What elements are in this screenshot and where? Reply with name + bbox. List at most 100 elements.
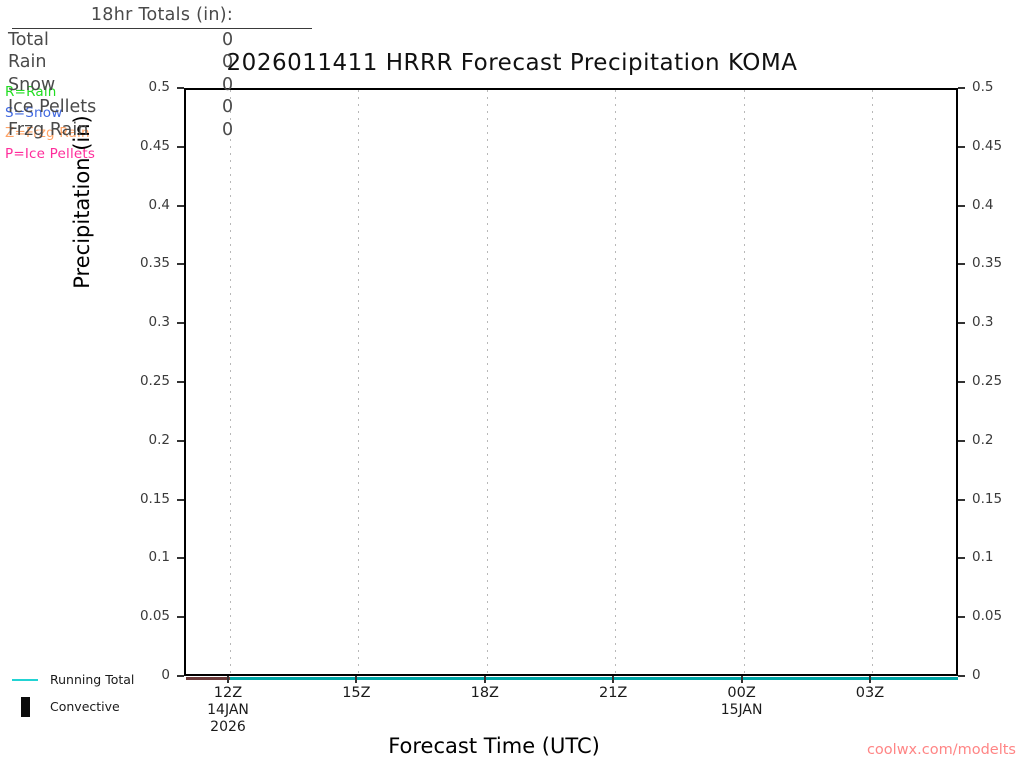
- page-title: 2026011411 HRRR Forecast Precipitation K…: [226, 50, 798, 76]
- y-axis-label-right-0.45: 0.45: [972, 137, 1003, 154]
- y-axis-tick-left-0.1: [177, 557, 184, 560]
- y-axis-tick-left-0.2: [177, 439, 184, 442]
- running-total-series: [230, 676, 958, 680]
- totals-value-ice-pellets: 0: [222, 97, 234, 118]
- y-axis-tick-right-0.45: [958, 145, 965, 148]
- y-axis-tick-right-0: [958, 675, 965, 677]
- y-axis-label-left-0.3: 0.3: [148, 314, 170, 331]
- gridline-15z: [358, 90, 360, 674]
- y-axis-label-left-0.2: 0.2: [148, 431, 170, 448]
- y-axis-label-left-0.1: 0.1: [148, 549, 170, 566]
- totals-value-rain: 0: [222, 52, 234, 73]
- chart-plot-area: [184, 88, 958, 680]
- y-axis-label-left-0: 0: [161, 667, 170, 683]
- totals-row-snow: Snow 0: [8, 74, 308, 97]
- y-axis-label-left-0.5: 0.5: [148, 79, 170, 95]
- y-axis-label-left-0.35: 0.35: [139, 255, 170, 272]
- totals-value-snow: 0: [222, 74, 234, 95]
- y-axis-label-right-0: 0: [972, 667, 981, 683]
- y-axis-tick-right-0.05: [958, 616, 965, 619]
- ptype-key-rain-label: R=Rain: [5, 84, 57, 100]
- gridline-03z: [872, 90, 873, 674]
- totals-label-snow: Snow: [8, 74, 56, 95]
- totals-label-rain: Rain: [8, 52, 47, 73]
- y-axis-label-right-0.05: 0.05: [972, 608, 1003, 625]
- x-axis-label-18z: 18Z: [425, 685, 545, 702]
- x-axis-label-time-21z: 21Z: [598, 685, 628, 701]
- y-axis-tick-right-0.3: [958, 322, 965, 325]
- x-axis-tick-18z: [483, 676, 486, 683]
- x-axis-label-time-15z: 15Z: [342, 685, 371, 701]
- x-axis-tick-03z: [869, 676, 871, 683]
- y-axis-label-right-0.25: 0.25: [972, 373, 1003, 389]
- y-axis-label-right-0.4: 0.4: [972, 196, 994, 213]
- y-axis-tick-right-0.25: [958, 381, 965, 383]
- x-axis-label-time-03z: 03Z: [855, 685, 885, 701]
- y-axis-tick-left-0.3: [177, 322, 184, 325]
- y-axis-tick-right-0.35: [958, 263, 965, 266]
- gridline-21z: [615, 90, 617, 674]
- totals-label-ice-pellets: Ice Pellets: [8, 97, 97, 118]
- y-axis-label-right-0.35: 0.35: [972, 255, 1003, 272]
- x-axis-tick-15z: [355, 676, 358, 683]
- y-axis-tick-right-0.5: [958, 87, 965, 89]
- y-axis-tick-left-0.25: [177, 381, 184, 383]
- ptype-key-frzg-rain: Z=Frzg Rain: [5, 123, 95, 144]
- ptype-key-rain: R=Rain: [5, 82, 95, 103]
- x-axis-label-21z: 21Z: [553, 685, 673, 702]
- x-axis-label-00z: 00Z 15JAN: [682, 685, 802, 719]
- convective-series-stub: [186, 676, 232, 680]
- convective-bar-swatch-icon: [21, 696, 30, 717]
- chart-plot-inner: [186, 90, 958, 680]
- x-axis-tick-00z: [740, 676, 743, 683]
- legend-item-convective: Convective: [12, 693, 134, 720]
- ptype-key-ice-pellets: P=Ice Pellets: [5, 144, 95, 165]
- y-axis-label-right-0.5: 0.5: [972, 79, 994, 95]
- ptype-key-frzg-rain-label: Z=Frzg Rain: [5, 125, 90, 141]
- y-axis-tick-right-0.4: [958, 204, 965, 207]
- x-axis-label-03z: 03Z: [810, 685, 930, 702]
- x-axis-tick-12z: [227, 676, 229, 683]
- totals-value-total: 0: [222, 29, 234, 50]
- totals-row-rain: Rain 0: [8, 51, 308, 74]
- y-axis-label-right-0.15: 0.15: [972, 490, 1003, 507]
- legend-label-running-total: Running Total: [50, 672, 135, 687]
- y-axis-label-right-0.2: 0.2: [972, 431, 994, 448]
- totals-value-frzg-rain: 0: [222, 119, 234, 140]
- y-axis-label-right-0.3: 0.3: [972, 314, 994, 331]
- source-watermark: coolwx.com/modelts: [866, 742, 1016, 758]
- ptype-key-snow: S=Snow: [5, 103, 95, 124]
- y-axis-label-left-0.25: 0.25: [139, 373, 170, 389]
- totals-row-total: Total 0: [8, 29, 308, 52]
- y-axis-tick-left-0.15: [177, 498, 184, 501]
- x-axis-label-date-12z: 14JAN: [207, 702, 249, 718]
- totals-heading: 18hr Totals (in):: [12, 4, 312, 29]
- x-axis-label-time-12z: 12Z: [213, 685, 243, 701]
- legend-label-convective: Convective: [50, 699, 120, 714]
- y-axis-label-left-0.4: 0.4: [148, 196, 170, 213]
- y-axis-label-right-0.1: 0.1: [972, 549, 994, 566]
- series-legend: Running Total Convective: [12, 666, 134, 720]
- x-axis-label-time-00z: 00Z: [727, 685, 756, 701]
- y-axis-tick-left-0.4: [177, 204, 184, 207]
- x-axis-label-12z: 12Z 14JAN 2026: [168, 685, 288, 736]
- y-axis-tick-left-0.45: [177, 145, 184, 148]
- ptype-key-ice-pellets-label: P=Ice Pellets: [5, 145, 96, 162]
- y-axis-tick-right-0.2: [958, 439, 965, 442]
- y-axis-label-left-0.45: 0.45: [139, 137, 170, 154]
- totals-row-ice-pellets: Ice Pellets 0: [8, 96, 308, 119]
- y-axis-tick-right-0.15: [958, 498, 965, 501]
- y-axis-tick-left-0.05: [177, 616, 184, 619]
- totals-row-frzg-rain: Frzg Rain 0: [8, 119, 308, 142]
- ptype-key-snow-label: S=Snow: [5, 104, 63, 121]
- y-axis-tick-left-0.35: [177, 263, 184, 266]
- gridline-00z: [743, 90, 745, 674]
- totals-summary-box: 18hr Totals (in): Total 0 Rain 0 Snow 0 …: [8, 4, 368, 142]
- x-axis-label-year-12z: 2026: [210, 719, 246, 735]
- x-axis-label-time-18z: 18Z: [470, 685, 499, 701]
- x-axis-tick-21z: [612, 676, 615, 683]
- x-axis-label-date-00z: 15JAN: [720, 702, 763, 718]
- gridline-12z: [230, 90, 231, 674]
- y-axis-tick-left-0: [177, 675, 184, 677]
- totals-label-frzg-rain: Frzg Rain: [8, 119, 89, 140]
